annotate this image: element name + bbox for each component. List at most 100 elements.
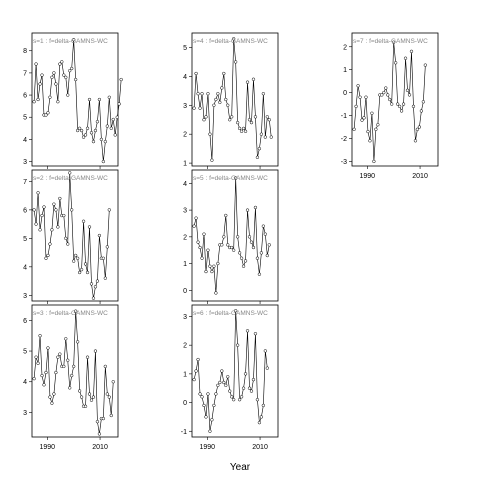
data-point: [48, 242, 52, 246]
data-point: [230, 245, 234, 250]
data-point: [103, 364, 107, 369]
data-point: [64, 75, 68, 79]
data-point: [36, 97, 40, 102]
data-point: [89, 282, 94, 286]
data-point: [267, 118, 271, 122]
data-point: [46, 253, 50, 258]
ytick-label: 3: [183, 314, 187, 321]
data-point: [111, 380, 115, 384]
ytick-label: 5: [23, 349, 27, 356]
data-point: [214, 291, 218, 295]
data-point: [214, 97, 218, 102]
data-point: [388, 97, 392, 102]
data-point: [64, 337, 68, 341]
data-point: [267, 243, 271, 247]
data-point: [194, 71, 198, 76]
data-point: [210, 269, 214, 274]
series-line: [353, 42, 426, 162]
xtick-label: 2010: [92, 444, 108, 451]
data-point: [50, 401, 54, 405]
data-point: [376, 123, 380, 127]
data-point: [255, 398, 260, 402]
panel-7: -3 -2 -1 0 1 2 1990 2010 s=7 : f=delta-GAMNS-WC: [341, 32, 439, 180]
data-point: [220, 243, 224, 247]
data-point: [257, 272, 262, 276]
data-point: [68, 171, 72, 175]
ytick-label: 5: [23, 115, 27, 122]
data-point: [235, 120, 240, 125]
data-point: [97, 233, 102, 238]
data-point: [75, 340, 80, 344]
data-point: [259, 415, 264, 419]
data-point: [241, 126, 246, 131]
data-point: [230, 395, 234, 399]
data-point: [79, 268, 84, 272]
data-point: [48, 95, 52, 99]
data-point: [382, 90, 386, 95]
data-point: [366, 129, 370, 134]
data-point: [202, 403, 206, 408]
data-point: [257, 421, 262, 425]
data-point: [218, 100, 222, 105]
data-point: [38, 82, 42, 86]
data-point: [99, 137, 104, 142]
data-point: [380, 93, 384, 97]
data-point: [72, 259, 76, 263]
ytick-label: 8: [23, 48, 27, 55]
panel-label: s=6 : f=delta-GAMNS-WC: [193, 310, 268, 317]
data-point: [52, 202, 56, 206]
data-point: [32, 377, 36, 381]
ytick-label: 4: [183, 181, 187, 188]
data-point: [401, 102, 406, 106]
data-point: [226, 243, 230, 247]
data-point: [66, 93, 70, 97]
data-point: [395, 102, 400, 106]
data-point: [68, 69, 72, 73]
ytick-label: 2: [183, 234, 187, 241]
data-point: [259, 132, 264, 136]
data-point: [208, 429, 212, 433]
data-point: [46, 111, 50, 115]
data-point: [409, 49, 414, 53]
data-point: [241, 386, 246, 390]
panel-2: 3 4 5 6 7 s=2 : f=delta-GAMNS-WC: [23, 169, 119, 304]
data-point: [101, 256, 106, 260]
data-point: [368, 139, 372, 143]
data-point: [392, 40, 396, 44]
data-point: [403, 56, 408, 60]
data-point: [75, 128, 80, 133]
data-point: [226, 375, 230, 379]
data-point: [390, 102, 394, 106]
data-point: [72, 38, 76, 42]
data-point: [224, 213, 228, 218]
data-point: [87, 225, 92, 229]
ytick-label: 3: [23, 293, 27, 300]
data-point: [234, 176, 238, 180]
data-point: [50, 75, 54, 79]
data-point: [245, 208, 250, 212]
panel-5: 0 1 2 3 4 s=5 : f=delta-GAMNS-WC: [183, 169, 279, 304]
data-point: [228, 118, 232, 122]
data-point: [206, 392, 210, 396]
data-point: [253, 115, 258, 119]
data-point: [204, 115, 208, 119]
data-point: [372, 159, 376, 164]
data-point: [239, 395, 244, 399]
data-point: [251, 77, 256, 81]
data-point: [111, 117, 115, 122]
data-point: [384, 86, 388, 90]
data-point: [249, 389, 254, 393]
data-point: [62, 213, 66, 218]
data-point: [107, 395, 111, 399]
ytick-label: 1: [183, 261, 187, 268]
data-point: [192, 224, 196, 228]
data-point: [103, 276, 107, 280]
data-point: [52, 392, 56, 396]
data-point: [206, 92, 210, 96]
data-point: [196, 92, 200, 96]
data-point: [253, 205, 258, 210]
data-point: [423, 63, 427, 67]
panel-4: 1 2 3 4 5 s=4 : f=delta-GAMNS-WC: [183, 32, 279, 169]
data-point: [34, 355, 38, 359]
data-point: [56, 100, 60, 104]
